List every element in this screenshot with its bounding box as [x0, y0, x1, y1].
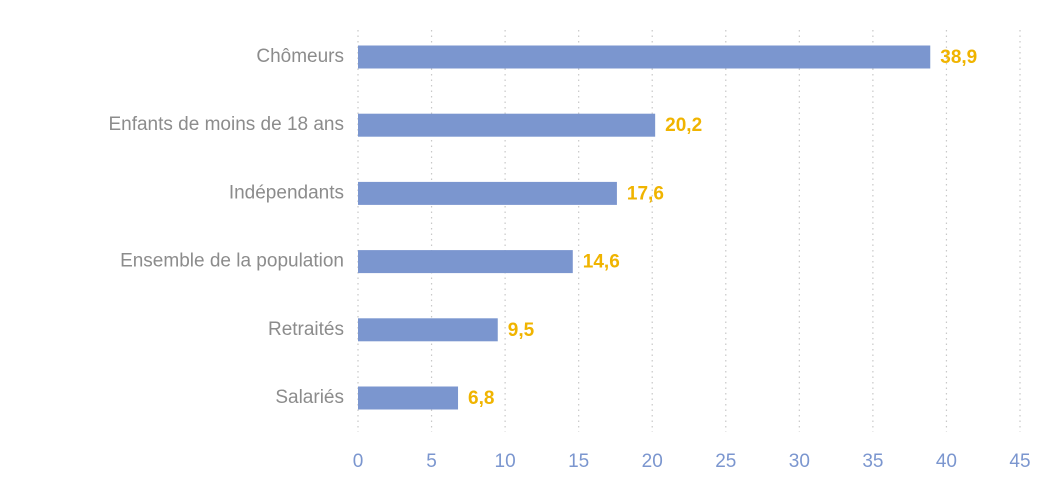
value-label: 38,9 — [940, 47, 977, 68]
bars — [358, 45, 931, 410]
value-label: 6,8 — [468, 388, 494, 409]
value-label: 9,5 — [508, 320, 535, 341]
category-label: Chômeurs — [256, 46, 344, 67]
value-label: 20,2 — [665, 115, 702, 136]
value-labels: 38,9 20,2 17,6 14,6 9,5 6,8 — [468, 47, 977, 409]
bar — [358, 45, 931, 69]
category-labels: Chômeurs Enfants de moins de 18 ans Indépe… — [108, 46, 344, 408]
gridlines — [357, 30, 1021, 432]
bar — [358, 250, 573, 274]
category-label: Enfants de moins de 18 ans — [108, 114, 344, 135]
category-label: Salariés — [275, 387, 344, 408]
x-tick-label: 45 — [1009, 451, 1030, 472]
x-tick-label: 35 — [862, 451, 883, 472]
value-label: 14,6 — [583, 252, 620, 273]
x-tick-label: 10 — [495, 451, 516, 472]
x-tick-label: 40 — [936, 451, 957, 472]
bar — [358, 386, 459, 410]
bar — [358, 318, 498, 342]
category-label: Indépendants — [229, 182, 344, 203]
bar — [358, 113, 656, 137]
x-axis-tick-labels: 0 5 10 15 20 25 30 35 40 45 — [353, 451, 1031, 472]
x-tick-label: 15 — [568, 451, 589, 472]
x-tick-label: 20 — [642, 451, 663, 472]
x-tick-label: 30 — [789, 451, 810, 472]
value-label: 17,6 — [627, 183, 664, 204]
x-tick-label: 0 — [353, 451, 364, 472]
category-label: Retraités — [268, 319, 344, 340]
x-tick-label: 5 — [426, 451, 437, 472]
bar — [358, 181, 617, 205]
x-tick-label: 25 — [715, 451, 736, 472]
category-label: Ensemble de la population — [120, 251, 344, 272]
